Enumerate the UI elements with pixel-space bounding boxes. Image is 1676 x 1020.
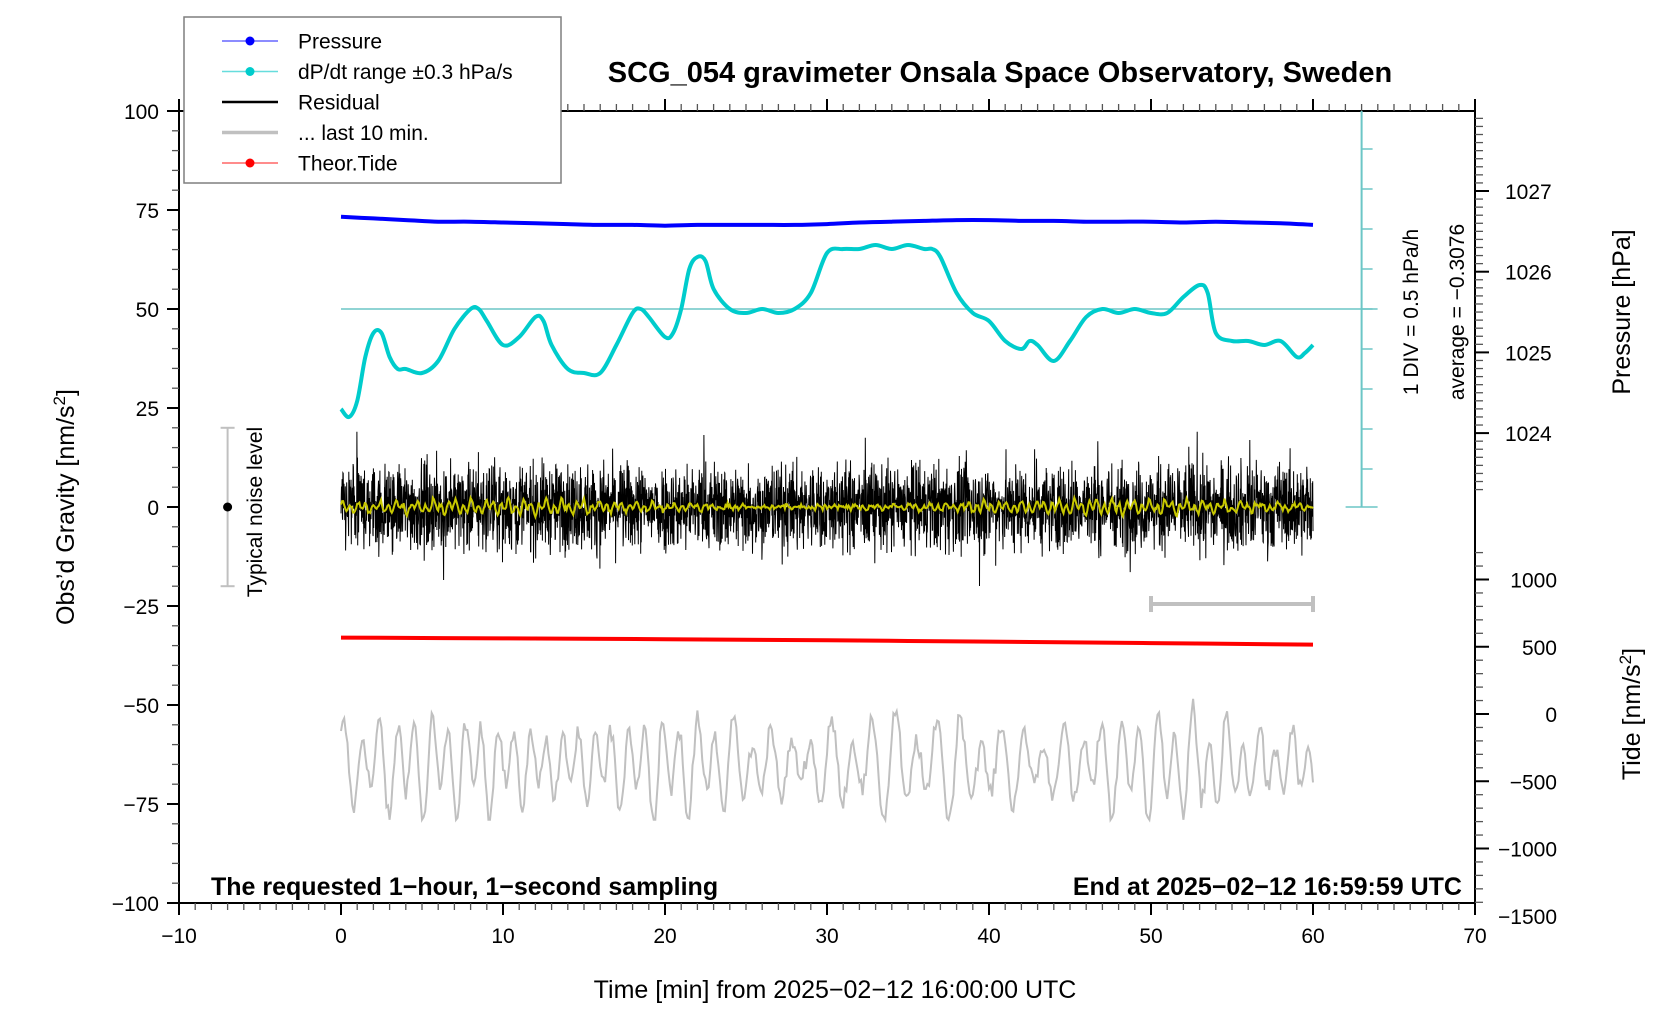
superscript: 2 xyxy=(1616,655,1635,664)
superscript: 2 xyxy=(50,396,69,405)
x-axis-title: Time [min] from 2025−02−12 16:00:00 UTC xyxy=(594,976,1077,1004)
y-axis-right-pressure: 1027 1026 1025 1024 xyxy=(1475,117,1552,491)
legend-item: Pressure xyxy=(222,31,382,54)
tide-tick-label: −1500 xyxy=(1498,906,1557,929)
legend-marker xyxy=(245,158,255,168)
tide-tick-label: 500 xyxy=(1522,637,1557,660)
y-tick-label: 50 xyxy=(136,299,159,322)
bracket: ] xyxy=(1618,648,1646,655)
series-residual-smoothed xyxy=(340,494,1314,521)
bracket: ] xyxy=(52,389,80,396)
series-layer xyxy=(339,214,1315,824)
y-axis-left: 100 75 50 25 0 −25 −50 −75 −100 xyxy=(112,101,179,916)
series-last-10-min xyxy=(340,698,1314,824)
series-dpdt xyxy=(339,243,1315,420)
legend-item: Theor.Tide xyxy=(222,153,398,176)
x-tick-label: 70 xyxy=(1463,925,1486,948)
x-axis: −10 0 10 20 30 40 50 60 70 xyxy=(161,903,1487,948)
legend-box xyxy=(183,16,562,184)
legend-marker xyxy=(245,36,255,46)
x-tick-label: 60 xyxy=(1301,925,1324,948)
legend-label: Pressure xyxy=(298,31,382,54)
dpdt-scale-label: 1 DIV = 0.5 hPa/h xyxy=(1400,229,1423,395)
x-tick-label: 40 xyxy=(977,925,1000,948)
dpdt-scale-axis xyxy=(341,111,1378,508)
y-tick-label: 75 xyxy=(136,200,159,223)
x-tick-label: 0 xyxy=(335,925,347,948)
legend: Pressure dP/dt range ±0.3 hPa/s Residual..… xyxy=(183,16,562,184)
pressure-tick-label: 1024 xyxy=(1505,423,1552,446)
y-axis-right-pressure-title: Pressure [hPa] xyxy=(1608,229,1636,394)
legend-label: Residual xyxy=(298,92,380,115)
annotation-end-time: End at 2025−02−12 16:59:59 UTC xyxy=(1073,873,1462,901)
legend-marker xyxy=(245,67,255,76)
noise-level-label: Typical noise level xyxy=(244,427,267,597)
legend-item: ... last 10 min. xyxy=(222,122,429,145)
chart-title: SCG_054 gravimeter Onsala Space Observat… xyxy=(608,57,1392,89)
y-tick-label: −25 xyxy=(123,596,159,619)
tide-tick-label: −500 xyxy=(1510,771,1557,794)
series-pressure xyxy=(340,214,1314,228)
legend-item: Residual xyxy=(222,92,380,115)
y-tick-label: 25 xyxy=(136,398,159,421)
tide-tick-label: 0 xyxy=(1545,704,1557,727)
series-theor-tide xyxy=(340,635,1314,647)
x-tick-label: 50 xyxy=(1139,925,1162,948)
dpdt-average-label: average = −0.3076 xyxy=(1446,224,1469,400)
legend-label: ... last 10 min. xyxy=(298,122,429,145)
tide-tick-label: 1000 xyxy=(1510,570,1557,593)
pressure-tick-label: 1026 xyxy=(1505,262,1552,285)
noise-level-indicator xyxy=(220,426,235,588)
legend-label: dP/dt range ±0.3 hPa/s xyxy=(298,61,513,84)
tide-tick-label: −1000 xyxy=(1498,839,1557,862)
legend-label: Theor.Tide xyxy=(298,153,398,176)
y-axis-left-title: Obs’d Gravity [nm/s2] xyxy=(50,389,80,625)
y-axis-right-tide: 1000 500 0 −500 −1000 −1500 xyxy=(1475,551,1557,929)
legend-item: dP/dt range ±0.3 hPa/s xyxy=(222,61,513,84)
x-tick-label: 20 xyxy=(653,925,676,948)
y-tick-label: −100 xyxy=(112,893,159,916)
y-tick-label: 0 xyxy=(147,497,159,520)
x-tick-label: 10 xyxy=(491,925,514,948)
noise-center-dot xyxy=(223,502,233,512)
pressure-tick-label: 1027 xyxy=(1505,181,1552,204)
y-axis-right-tide-title: Tide [nm/s2] xyxy=(1616,648,1646,780)
y-tick-label: 100 xyxy=(124,101,159,124)
x-tick-label: 30 xyxy=(815,925,838,948)
y-tick-label: −50 xyxy=(123,695,159,718)
pressure-tick-label: 1025 xyxy=(1505,342,1552,365)
x-tick-label: −10 xyxy=(161,925,197,948)
annotation-sampling: The requested 1−hour, 1−second sampling xyxy=(211,873,718,901)
y-tick-label: −75 xyxy=(123,794,159,817)
